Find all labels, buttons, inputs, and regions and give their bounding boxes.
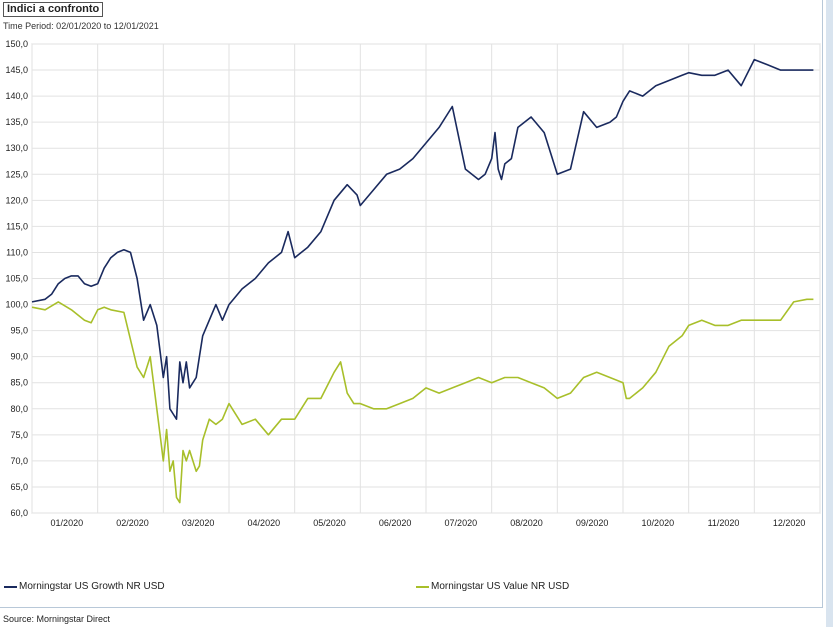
y-tick-label: 70,0	[10, 456, 28, 466]
chart-title: Indici a confronto	[3, 2, 104, 17]
y-tick-label: 130,0	[5, 143, 28, 153]
x-tick-label: 04/2020	[248, 518, 281, 528]
x-tick-label: 12/2020	[773, 518, 806, 528]
y-tick-label: 75,0	[10, 430, 28, 440]
legend-label-growth: Morningstar US Growth NR USD	[19, 581, 165, 592]
x-tick-label: 06/2020	[379, 518, 412, 528]
y-tick-label: 115,0	[6, 221, 28, 231]
x-tick-label: 08/2020	[510, 518, 543, 528]
x-tick-label: 11/2020	[708, 518, 740, 528]
y-tick-label: 80,0	[10, 404, 28, 414]
chart-frame	[0, 0, 823, 608]
y-tick-label: 125,0	[5, 169, 28, 179]
y-tick-label: 95,0	[10, 326, 28, 336]
x-tick-label: 02/2020	[116, 518, 149, 528]
x-tick-label: 05/2020	[313, 518, 346, 528]
y-tick-label: 65,0	[10, 482, 28, 492]
y-tick-label: 145,0	[5, 65, 28, 75]
y-tick-label: 60,0	[10, 508, 28, 518]
legend-item-growth: Morningstar US Growth NR USD	[4, 581, 165, 592]
y-tick-label: 150,0	[5, 39, 28, 49]
legend-swatch-growth	[4, 585, 17, 588]
source-note: Source: Morningstar Direct	[3, 614, 111, 624]
series-line-value	[31, 298, 814, 504]
line-chart: 60,0 65,0 70,0 75,0 80,0 85,0 90,0 95,0 100,0 105…	[5, 39, 821, 528]
legend-swatch-value	[416, 585, 429, 588]
y-tick-label: 90,0	[10, 352, 28, 362]
y-tick-label: 140,0	[5, 91, 28, 101]
y-tick-label: 105,0	[5, 274, 28, 284]
series-line-growth	[31, 58, 814, 421]
y-tick-label: 110,0	[6, 247, 28, 257]
y-tick-label: 120,0	[5, 195, 28, 205]
x-tick-label: 03/2020	[182, 518, 215, 528]
y-tick-label: 85,0	[10, 378, 28, 388]
legend-item-value: Morningstar US Value NR USD	[416, 581, 569, 592]
x-tick-label: 09/2020	[576, 518, 609, 528]
x-tick-label: 10/2020	[642, 518, 675, 528]
time-period-label: Time Period: 02/01/2020 to 12/01/2021	[3, 21, 159, 31]
window-edge	[826, 0, 833, 627]
y-tick-label: 135,0	[5, 117, 28, 127]
x-tick-label: 07/2020	[445, 518, 478, 528]
legend-label-value: Morningstar US Value NR USD	[431, 581, 570, 592]
x-tick-label: 01/2020	[51, 518, 84, 528]
y-tick-label: 100,0	[5, 300, 28, 310]
